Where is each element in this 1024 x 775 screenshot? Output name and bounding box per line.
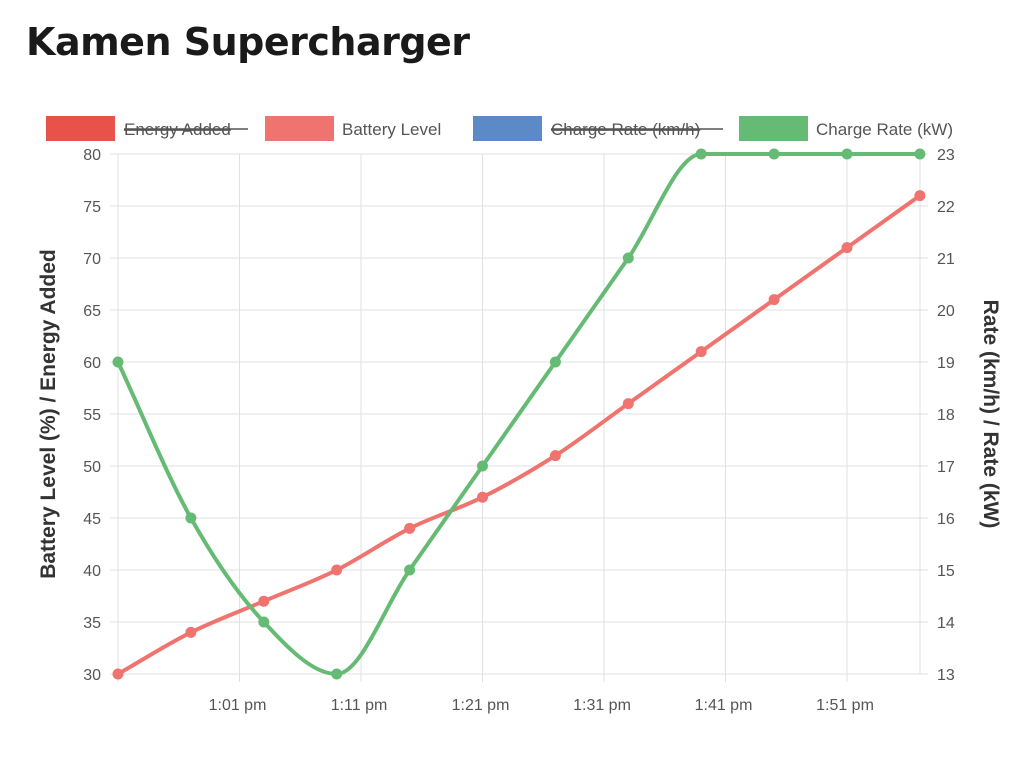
legend-label: Battery Level <box>342 120 441 139</box>
y-left-tick-label: 35 <box>83 615 101 632</box>
data-point-charge-rate-kw <box>768 148 780 160</box>
y-right-tick-label: 19 <box>937 355 955 372</box>
data-point-battery-level <box>331 564 343 576</box>
data-point-charge-rate-kw <box>841 148 853 160</box>
y-right-tick-label: 18 <box>937 407 955 424</box>
legend: Energy Added Battery Level Charge Rate (km… <box>46 116 953 141</box>
x-tick-label: 1:21 pm <box>452 697 510 714</box>
data-point-charge-rate-kw <box>695 148 707 160</box>
legend-swatch <box>473 116 542 141</box>
grid <box>117 153 921 682</box>
y-right-tick-label: 21 <box>937 251 955 268</box>
series <box>112 148 926 680</box>
x-tick-label: 1:01 pm <box>209 697 267 714</box>
data-point-battery-level <box>695 346 707 358</box>
y-right-tick-label: 15 <box>937 563 955 580</box>
data-point-battery-level <box>258 595 270 607</box>
data-point-charge-rate-kw <box>112 356 124 368</box>
y-left-tick-label: 75 <box>83 199 101 216</box>
y-left-tick-label: 80 <box>83 147 101 164</box>
x-tick-label: 1:41 pm <box>695 697 753 714</box>
x-tick-label: 1:11 pm <box>331 697 388 714</box>
data-point-battery-level <box>112 668 124 680</box>
data-point-charge-rate-kw <box>622 252 634 264</box>
data-point-battery-level <box>404 522 416 534</box>
data-point-battery-level <box>549 450 561 462</box>
y-axis-left: 80 75 70 65 60 55 50 45 40 35 30 <box>83 147 118 684</box>
data-point-battery-level <box>622 398 634 410</box>
x-axis: 1:01 pm 1:11 pm 1:21 pm 1:31 pm 1:41 pm 1:51 … <box>209 697 874 714</box>
data-point-battery-level <box>914 190 926 202</box>
y-right-tick-label: 20 <box>937 303 955 320</box>
y-left-tick-label: 55 <box>83 407 101 424</box>
y-left-tick-label: 50 <box>83 459 101 476</box>
data-point-battery-level <box>768 294 780 306</box>
y-right-tick-label: 23 <box>937 147 955 164</box>
y-axis-right: 23 22 21 20 19 18 17 16 15 14 13 <box>920 147 955 684</box>
y-left-tick-label: 60 <box>83 355 101 372</box>
series-line-charge-rate-kw <box>116 151 922 676</box>
data-point-battery-level <box>841 242 853 254</box>
data-point-battery-level <box>185 626 197 638</box>
y-left-tick-label: 45 <box>83 511 101 528</box>
data-point-charge-rate-kw <box>477 460 488 472</box>
y-right-tick-label: 13 <box>937 667 955 684</box>
y-left-tick-label: 30 <box>83 667 101 684</box>
data-point-charge-rate-kw <box>914 148 926 160</box>
series-line-battery-level <box>116 193 922 676</box>
y-right-tick-label: 14 <box>937 615 955 632</box>
y-right-tick-label: 16 <box>937 511 955 528</box>
legend-swatch <box>46 116 115 141</box>
legend-label: Charge Rate (kW) <box>816 120 953 139</box>
data-point-charge-rate-kw <box>331 668 343 680</box>
y-right-tick-label: 22 <box>937 199 955 216</box>
y-left-tick-label: 70 <box>83 251 101 268</box>
data-point-charge-rate-kw <box>404 564 416 576</box>
data-point-charge-rate-kw <box>549 356 561 368</box>
y-axis-right-title: Rate (km/h) / Rate (kW) <box>979 300 1002 529</box>
x-tick-label: 1:31 pm <box>573 697 631 714</box>
y-right-tick-label: 17 <box>937 459 955 476</box>
x-tick-label: 1:51 pm <box>816 697 874 714</box>
legend-swatch <box>265 116 334 141</box>
y-left-tick-label: 40 <box>83 563 101 580</box>
legend-swatch <box>739 116 808 141</box>
y-left-tick-label: 65 <box>83 303 101 320</box>
y-axis-left-title: Battery Level (%) / Energy Added <box>37 249 60 578</box>
page-title: Kamen Supercharger <box>26 20 470 64</box>
data-point-battery-level <box>477 491 488 503</box>
data-point-charge-rate-kw <box>258 616 270 628</box>
data-point-charge-rate-kw <box>185 512 197 524</box>
